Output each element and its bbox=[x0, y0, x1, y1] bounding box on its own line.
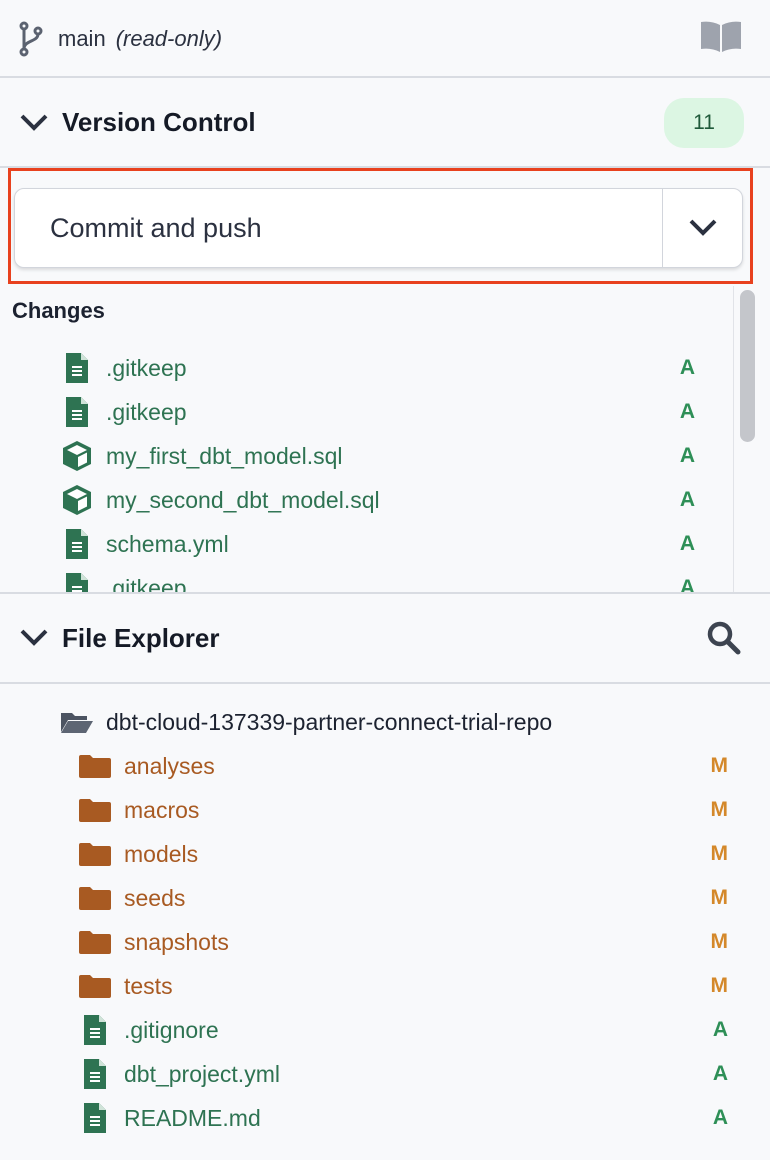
tree-item-status: M bbox=[710, 754, 729, 777]
cube-icon bbox=[60, 440, 94, 472]
tree-file[interactable]: README.md A bbox=[0, 1096, 770, 1140]
root-folder-name: dbt-cloud-137339-partner-connect-trial-r… bbox=[106, 708, 553, 735]
tree-root-folder[interactable]: dbt-cloud-137339-partner-connect-trial-r… bbox=[0, 700, 770, 744]
tree-item-name: seeds bbox=[124, 884, 186, 911]
commit-button-group: Commit and push bbox=[14, 188, 743, 268]
scrollbar-thumb[interactable] bbox=[740, 290, 755, 442]
scrollbar-track bbox=[733, 286, 734, 592]
book-icon[interactable] bbox=[700, 20, 742, 52]
change-item[interactable]: my_second_dbt_model.sql A bbox=[0, 478, 733, 522]
folder-icon bbox=[78, 842, 112, 866]
file-icon bbox=[60, 397, 94, 427]
tree-item-status: M bbox=[710, 886, 729, 909]
version-control-header[interactable]: Version Control 11 bbox=[0, 78, 770, 167]
file-icon bbox=[78, 1059, 112, 1089]
change-status: A bbox=[679, 532, 695, 555]
change-status: A bbox=[679, 488, 695, 511]
branch-mode: (read-only) bbox=[115, 25, 223, 51]
tree-item-status: M bbox=[710, 974, 729, 997]
changes-count-badge: 11 bbox=[664, 97, 744, 148]
tree-item-name: macros bbox=[124, 796, 200, 823]
tree-file[interactable]: dbt_project.yml A bbox=[0, 1052, 770, 1096]
folder-icon bbox=[78, 930, 112, 954]
folder-icon bbox=[78, 886, 112, 910]
tree-folder[interactable]: models M bbox=[0, 832, 770, 876]
change-file-name: .gitkeep bbox=[106, 398, 187, 425]
cube-icon bbox=[60, 484, 94, 516]
section-title: Version Control bbox=[62, 107, 256, 137]
section-title: File Explorer bbox=[62, 622, 220, 653]
change-status: A bbox=[679, 444, 695, 467]
commit-options-dropdown[interactable] bbox=[662, 189, 742, 267]
tree-item-name: models bbox=[124, 840, 199, 867]
change-item[interactable]: .gitkeep A bbox=[0, 390, 733, 434]
tree-folder[interactable]: seeds M bbox=[0, 876, 770, 920]
search-icon[interactable] bbox=[706, 620, 742, 656]
change-file-name: my_second_dbt_model.sql bbox=[106, 486, 380, 513]
file-icon bbox=[60, 573, 94, 592]
tree-item-status: A bbox=[712, 1106, 728, 1129]
branch-name: main bbox=[58, 25, 106, 51]
tree-item-name: .gitignore bbox=[124, 1016, 219, 1043]
change-item[interactable]: .gitkeep A bbox=[0, 346, 733, 390]
change-status: A bbox=[679, 356, 695, 379]
tree-item-name: tests bbox=[124, 972, 173, 999]
changes-label: Changes bbox=[12, 298, 105, 323]
change-item[interactable]: schema.yml A bbox=[0, 522, 733, 566]
change-file-name: my_first_dbt_model.sql bbox=[106, 442, 343, 469]
divider bbox=[0, 76, 770, 78]
tree-folder[interactable]: macros M bbox=[0, 788, 770, 832]
chevron-down-icon[interactable] bbox=[20, 629, 48, 647]
file-icon bbox=[78, 1015, 112, 1045]
tree-folder[interactable]: tests M bbox=[0, 964, 770, 1008]
change-status: A bbox=[679, 400, 695, 423]
changes-list: .gitkeep A .gitkeep A my_first_dbt_model… bbox=[0, 346, 733, 592]
tree-file[interactable]: .gitignore A bbox=[0, 1008, 770, 1052]
tree-folder[interactable]: analyses M bbox=[0, 744, 770, 788]
divider bbox=[0, 592, 770, 594]
tree-item-status: M bbox=[710, 842, 729, 865]
file-tree: dbt-cloud-137339-partner-connect-trial-r… bbox=[0, 700, 770, 1140]
folder-icon bbox=[78, 974, 112, 998]
highlight-box bbox=[8, 168, 753, 284]
file-icon bbox=[78, 1103, 112, 1133]
change-file-name: .gitkeep bbox=[106, 574, 187, 593]
branch-bar: main (read-only) bbox=[0, 0, 770, 77]
divider bbox=[0, 682, 770, 684]
file-explorer-header[interactable]: File Explorer bbox=[0, 594, 770, 682]
tree-item-status: M bbox=[710, 930, 729, 953]
tree-item-name: analyses bbox=[124, 752, 215, 779]
file-icon bbox=[60, 529, 94, 559]
chevron-down-icon bbox=[689, 219, 716, 236]
change-file-name: schema.yml bbox=[106, 530, 229, 557]
git-branch-icon bbox=[19, 21, 43, 56]
change-item[interactable]: my_first_dbt_model.sql A bbox=[0, 434, 733, 478]
tree-item-status: A bbox=[712, 1062, 728, 1085]
change-status: A bbox=[679, 576, 695, 592]
change-file-name: .gitkeep bbox=[106, 354, 187, 381]
tree-item-name: snapshots bbox=[124, 928, 229, 955]
change-item[interactable]: .gitkeep A bbox=[0, 566, 733, 592]
tree-item-status: M bbox=[710, 798, 729, 821]
commit-and-push-button[interactable]: Commit and push bbox=[50, 212, 262, 243]
folder-open-icon bbox=[60, 710, 94, 734]
folder-icon bbox=[78, 798, 112, 822]
tree-item-name: dbt_project.yml bbox=[124, 1060, 280, 1087]
chevron-down-icon[interactable] bbox=[20, 114, 48, 132]
tree-folder[interactable]: snapshots M bbox=[0, 920, 770, 964]
file-icon bbox=[60, 353, 94, 383]
folder-icon bbox=[78, 754, 112, 778]
divider bbox=[0, 166, 770, 168]
tree-item-status: A bbox=[712, 1018, 728, 1041]
tree-item-name: README.md bbox=[124, 1104, 261, 1131]
